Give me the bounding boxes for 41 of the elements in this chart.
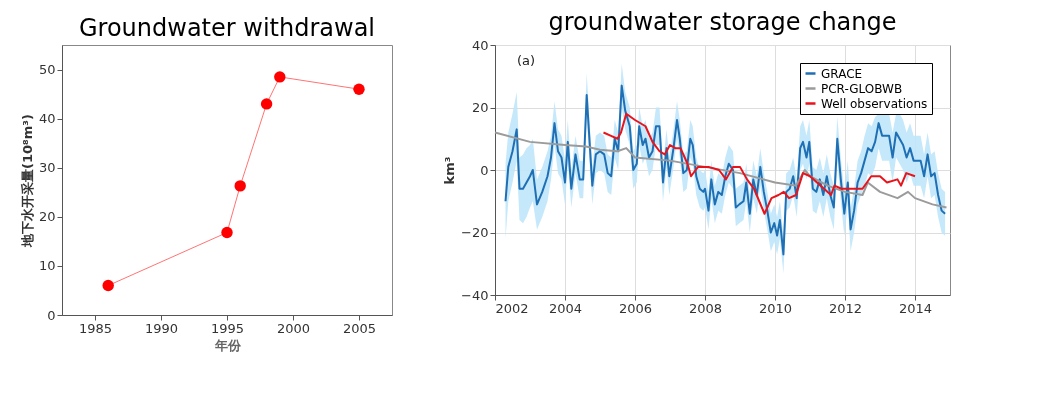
x-tick-label: 2012 — [828, 300, 863, 316]
line-series — [494, 131, 948, 209]
y-tick-label: 40 — [471, 37, 489, 53]
y-tick-label: 40 — [38, 111, 56, 127]
chart-title: Groundwater withdrawal — [78, 14, 376, 42]
y-tick-label: 50 — [38, 62, 56, 78]
legend-label: Well observations — [821, 96, 928, 111]
point — [102, 279, 114, 292]
x-tick-label: 2014 — [898, 300, 933, 316]
annotation: (a) — [517, 53, 536, 68]
line-series — [602, 112, 916, 215]
y-tick-label: −20 — [461, 225, 489, 240]
y-axis-title: km³ — [442, 156, 458, 185]
x-tick-label: 2004 — [548, 300, 583, 316]
legend-label: PCR-GLOBWB — [821, 81, 903, 96]
point — [260, 98, 273, 110]
x-tick-label: 2010 — [758, 300, 793, 316]
x-tick-label: 1985 — [78, 320, 113, 336]
x-axis-title: 年份 — [213, 337, 242, 353]
point — [353, 83, 365, 95]
point — [221, 226, 233, 239]
y-tick-label: 0 — [480, 162, 489, 178]
x-tick-label: 2008 — [688, 300, 723, 316]
x-tick-label: 2005 — [342, 320, 377, 336]
y-tick-label: 20 — [38, 209, 56, 225]
line-series — [504, 84, 947, 256]
x-tick-label: 2000 — [276, 320, 311, 336]
x-tick-label: 1990 — [144, 320, 179, 336]
y-tick-label: 20 — [471, 100, 489, 115]
y-axis-title: 地下水开采量(10⁸m³) — [19, 114, 35, 248]
point — [234, 180, 246, 192]
legend-label: GRACE — [821, 66, 863, 81]
x-tick-label: 1995 — [210, 320, 245, 336]
y-tick-label: 0 — [47, 307, 56, 323]
y-tick-label: 10 — [38, 258, 56, 274]
y-tick-label: 30 — [38, 160, 56, 176]
x-tick-label: 2002 — [495, 300, 529, 316]
x-tick-label: 2006 — [618, 300, 653, 316]
point — [274, 71, 286, 83]
chart-title: groundwater storage change — [548, 8, 897, 36]
y-tick-label: −40 — [461, 287, 489, 303]
